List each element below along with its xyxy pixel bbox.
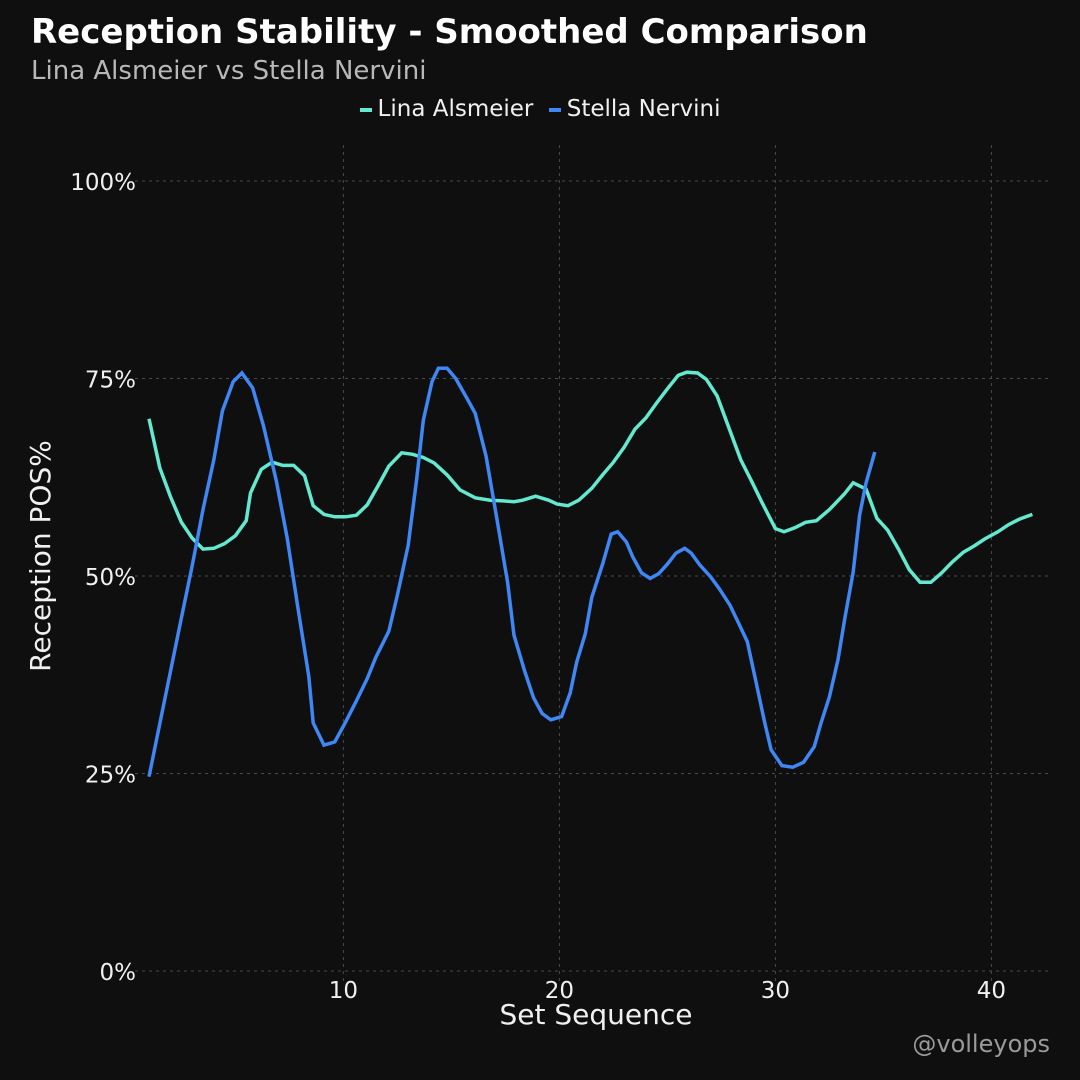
y-tick-labels: 0% 25% 50% 75% 100% bbox=[70, 170, 136, 986]
series-lines bbox=[147, 366, 1033, 778]
chart-subtitle: Lina Alsmeier vs Stella Nervini bbox=[31, 56, 427, 86]
legend-item-lina[interactable]: Lina Alsmeier bbox=[359, 96, 534, 122]
x-tick-label: 10 bbox=[329, 978, 358, 1004]
legend-item-stella[interactable]: Stella Nervini bbox=[548, 96, 721, 122]
x-tick-labels: 10 20 30 40 bbox=[329, 978, 1006, 1004]
legend-label-lina: Lina Alsmeier bbox=[377, 96, 534, 122]
y-tick-label: 25% bbox=[85, 763, 136, 789]
legend: Lina Alsmeier Stella Nervini bbox=[0, 96, 1080, 122]
x-tick-label: 30 bbox=[761, 978, 790, 1004]
y-tick-label: 0% bbox=[100, 960, 137, 986]
x-axis-title: Set Sequence bbox=[500, 998, 693, 1031]
x-tick-label: 40 bbox=[977, 978, 1006, 1004]
legend-swatch-stella bbox=[548, 107, 561, 112]
series-line-stella-nervini bbox=[147, 366, 877, 778]
chart-title: Reception Stability - Smoothed Compariso… bbox=[31, 12, 868, 52]
watermark: @volleyops bbox=[912, 1030, 1050, 1058]
legend-swatch-lina bbox=[359, 107, 372, 112]
series-line-lina-alsmeier bbox=[147, 370, 1033, 585]
y-tick-label: 50% bbox=[85, 565, 136, 591]
legend-label-stella: Stella Nervini bbox=[566, 96, 721, 122]
y-tick-label: 75% bbox=[85, 368, 136, 394]
y-tick-label: 100% bbox=[70, 170, 136, 196]
y-axis-title: Reception POS% bbox=[24, 440, 57, 672]
grid bbox=[135, 145, 1050, 985]
x-tick-label: 20 bbox=[545, 978, 574, 1004]
